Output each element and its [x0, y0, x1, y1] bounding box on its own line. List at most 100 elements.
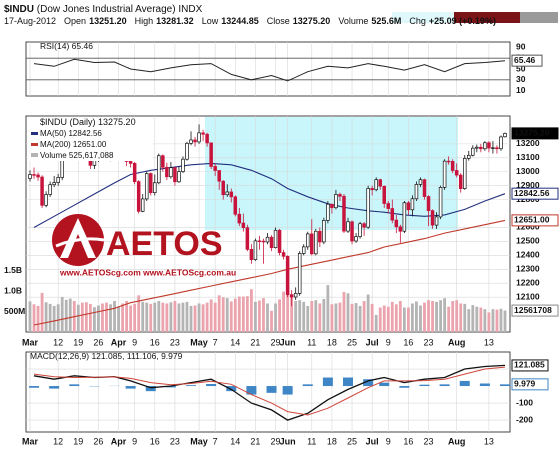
candle-body	[144, 173, 149, 200]
x-tick-label: Mar	[22, 436, 39, 446]
candle-body	[386, 203, 391, 209]
header-bar	[454, 12, 520, 23]
volume-bar	[386, 306, 390, 332]
x-tick-label: 21	[250, 337, 260, 347]
volume-bar	[121, 303, 124, 332]
volume-bar	[185, 301, 189, 332]
legend-box	[28, 118, 153, 161]
volume-bar	[157, 301, 161, 332]
x-tick-label: 25	[347, 436, 357, 446]
value-badge-box	[511, 378, 549, 391]
volume-bar	[290, 297, 294, 332]
volume-bar	[60, 296, 64, 332]
x-tick-label: 7	[213, 436, 218, 446]
volume-bar	[32, 304, 36, 332]
candle-body	[310, 233, 314, 255]
candle-body	[253, 240, 258, 261]
volume-bar	[266, 303, 269, 332]
legend-value: 12842.56	[68, 129, 102, 138]
volume-bar	[354, 303, 358, 332]
candle-body	[370, 188, 374, 191]
marks: 9070503010Mar121926Apr91623May7142129Jun…	[4, 42, 540, 447]
x-tick-label: 29	[271, 436, 281, 446]
volume-bar	[467, 309, 471, 332]
volume-bar	[346, 293, 350, 332]
logo-mark	[60, 218, 96, 258]
logo-text: AETOS	[106, 225, 223, 263]
candle-body	[161, 155, 165, 168]
volume-bar	[217, 295, 221, 332]
value-badge-box	[511, 304, 559, 317]
macd-histogram-bar	[302, 384, 313, 387]
candle-body	[237, 213, 242, 224]
x-tick-label: 13	[484, 337, 494, 347]
macd-histogram-bar	[282, 386, 293, 395]
candle-body	[245, 227, 250, 250]
volume-bar	[270, 310, 273, 332]
candle-body	[462, 158, 467, 189]
y-tick-label: 13200	[516, 138, 540, 148]
candle-body	[322, 220, 326, 243]
volume-bar	[221, 297, 225, 332]
x-tick-label: Apr	[111, 337, 127, 347]
candle-body	[56, 177, 60, 183]
volume-bar	[326, 285, 330, 332]
candle-body	[318, 230, 322, 243]
candle-body	[249, 249, 254, 261]
volume-bar	[378, 307, 382, 332]
x-tick-label: Apr	[111, 436, 127, 446]
candle-body	[390, 208, 395, 221]
volume-bar	[491, 309, 495, 332]
volume-bar	[342, 292, 346, 332]
volume-bar	[447, 306, 451, 332]
x-tick-label: 19	[73, 337, 83, 347]
volume-bar	[56, 304, 60, 332]
value-badge: 9.979	[514, 379, 536, 389]
value-badge: 12561708	[514, 305, 552, 315]
volume-bar	[394, 304, 398, 332]
volume-bar	[189, 305, 193, 332]
candle-body	[177, 171, 181, 183]
x-tick-label: 26	[93, 436, 103, 446]
candle-body	[358, 223, 362, 237]
candle-body	[293, 293, 298, 298]
volume-bar	[241, 296, 245, 332]
candle-body	[394, 219, 399, 228]
macd-histogram-bar	[69, 384, 80, 387]
value-badge: 13275.20	[514, 128, 550, 138]
stat-value: 13275.20	[293, 16, 331, 26]
volume-bar	[101, 303, 104, 332]
candle-body	[306, 233, 310, 248]
y-tick-label: 12300	[516, 264, 540, 274]
volume-bar	[499, 308, 503, 332]
legend-value: 12651.00	[73, 140, 107, 149]
volume-bar	[495, 309, 499, 332]
y-tick-label: 1.0B	[4, 285, 22, 295]
volume-bar	[406, 307, 410, 332]
candle-body	[189, 139, 193, 144]
y-tick-label: -100	[516, 397, 533, 407]
logo-swoosh	[55, 237, 105, 248]
x-tick-label: 16	[150, 436, 160, 446]
volume-bar	[334, 303, 338, 332]
x-tick-label: May	[190, 337, 208, 347]
candle-body	[269, 236, 274, 249]
volume-bar	[258, 300, 261, 332]
candle-body	[213, 166, 217, 171]
volume-bar	[318, 303, 322, 332]
stat-label: Open	[64, 16, 86, 26]
stat-label: Low	[202, 16, 219, 26]
legend-swatch	[31, 153, 38, 157]
x-tick-label: 29	[271, 337, 281, 347]
candle-body	[382, 185, 386, 204]
candle-body	[261, 240, 266, 243]
stat-value: 13281.32	[156, 16, 194, 26]
volume-bar	[415, 301, 418, 332]
candle-body	[483, 142, 487, 150]
x-tick-label: Jul	[366, 337, 379, 347]
candle-body	[32, 174, 36, 176]
x-tick-label: 16	[150, 337, 160, 347]
volume-bar	[306, 305, 310, 332]
volume-bar	[390, 301, 394, 332]
rsi-line	[33, 58, 506, 82]
